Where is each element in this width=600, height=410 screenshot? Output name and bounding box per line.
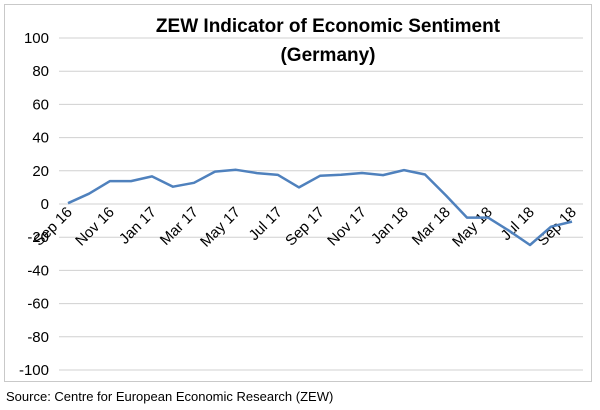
series-line-zew [67,168,573,247]
y-tick-label: -20 [27,229,49,246]
x-tick-label: Sep 16 [30,204,76,250]
source-note: Source: Centre for European Economic Res… [6,389,334,404]
y-tick-label: 60 [32,96,49,113]
series-layer [67,168,573,247]
x-tick-label: Nov 16 [72,204,118,250]
zew-line-chart: ZEW Indicator of Economic Sentiment (Ger… [19,16,583,379]
x-tick-label: Mar 17 [157,204,202,249]
x-tick-label: Sep 18 [534,204,580,250]
x-tick-label: Jan 18 [368,204,412,248]
y-axis-ticks: 100 80 60 40 20 0 -20 -40 -60 -80 -100 [19,30,49,379]
y-tick-label: 20 [32,163,49,180]
y-tick-label: -40 [27,262,49,279]
y-tick-label: -60 [27,296,49,313]
x-tick-label: May 17 [197,204,244,251]
y-tick-label: 40 [32,130,49,147]
x-tick-label: Jul 17 [246,204,286,244]
y-tick-label: 80 [32,63,49,80]
y-tick-label: -100 [19,362,49,379]
y-tick-label: 0 [41,196,49,213]
y-tick-label: -80 [27,329,49,346]
y-tick-label: 100 [24,30,49,47]
chart-title-line-2: (Germany) [280,45,375,66]
x-tick-label: Jan 17 [116,204,160,248]
chart-frame: ZEW Indicator of Economic Sentiment (Ger… [4,4,592,382]
x-tick-label: Nov 17 [324,204,370,250]
chart-title-line-1: ZEW Indicator of Economic Sentiment [156,16,501,37]
x-tick-label: Mar 18 [409,204,454,249]
x-tick-label: May 18 [449,204,496,251]
x-tick-label: Sep 17 [282,204,328,250]
grid-lines [59,37,583,371]
